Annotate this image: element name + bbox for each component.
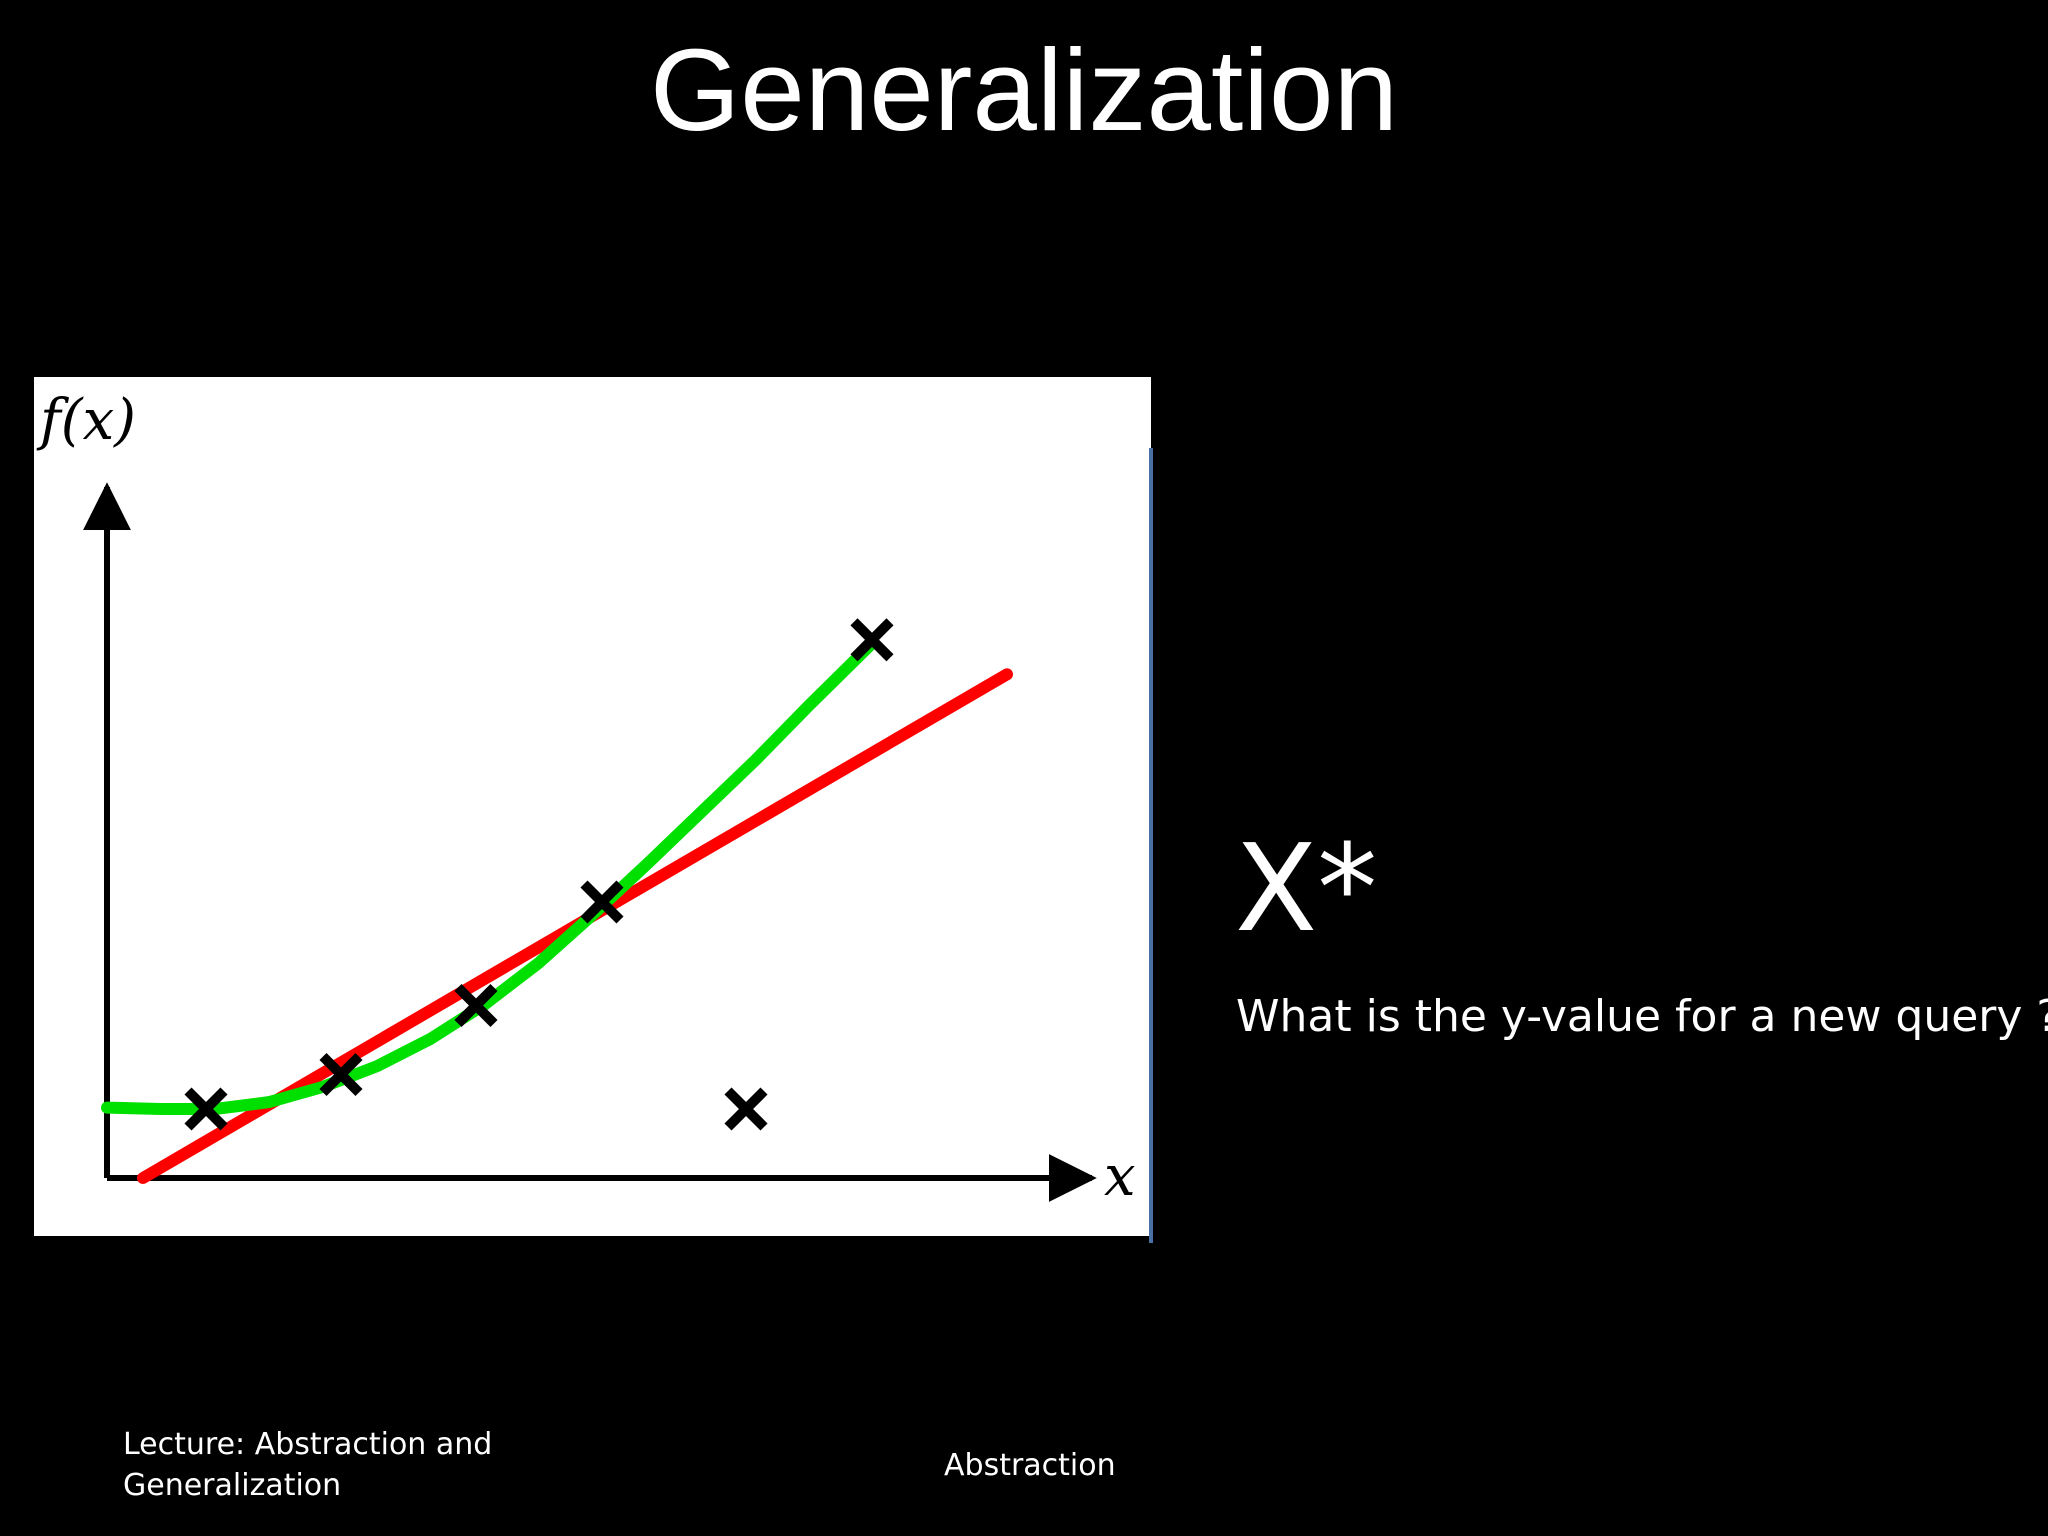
- data-point-stroke: [850, 618, 894, 662]
- scatter-plot: f(x) x: [36, 388, 1136, 1209]
- footer-lecture-title: Lecture: Abstraction and Generalization: [123, 1427, 493, 1503]
- curve-fit-line: [101, 637, 878, 1115]
- footer-section-label: Abstraction: [944, 1448, 1116, 1483]
- data-point-stroke: [454, 983, 498, 1028]
- data-point-stroke: [184, 1087, 228, 1131]
- x-axis-label: x: [1104, 1144, 1136, 1209]
- panel-divider: [1149, 448, 1153, 1243]
- y-axis-label: f(x): [36, 388, 136, 453]
- data-point-stroke: [580, 880, 624, 924]
- data-point-1: [184, 1087, 228, 1131]
- data-point-6: [850, 618, 894, 662]
- data-point-4: [580, 880, 624, 924]
- data-point-3: [454, 983, 498, 1028]
- data-point-2: [319, 1052, 363, 1097]
- slide-title: Generalization: [650, 25, 1398, 155]
- data-point-stroke: [319, 1052, 363, 1097]
- data-point-5: [724, 1087, 768, 1131]
- query-question: What is the y-value for a new query ?: [1236, 991, 2048, 1042]
- data-point-stroke: [724, 1087, 768, 1131]
- plot-panel: f(x) x: [34, 377, 1151, 1236]
- query-symbol: X*: [1235, 820, 1378, 959]
